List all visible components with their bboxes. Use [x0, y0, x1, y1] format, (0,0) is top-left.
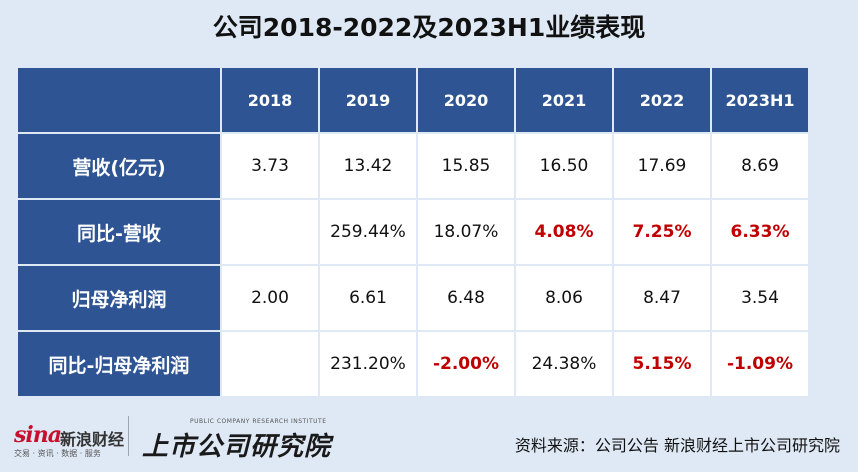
table-cell: 16.50	[514, 132, 614, 200]
table-cell: 3.54	[710, 264, 810, 332]
footer-divider	[128, 416, 129, 456]
research-institute-logo-en: PUBLIC COMPANY RESEARCH INSTITUTE	[190, 418, 327, 425]
table-cell: 24.38%	[514, 330, 614, 398]
table-cell: 13.42	[318, 132, 418, 200]
table-cell: 6.48	[416, 264, 516, 332]
table-cell: 7.25%	[612, 198, 712, 266]
header-cell-year: 2022	[612, 66, 712, 134]
sina-logo-text: 新浪财经	[60, 430, 125, 449]
table-row: 归母净利润 2.00 6.61 6.48 8.06 8.47 3.54	[16, 264, 810, 332]
table-cell: 4.08%	[514, 198, 614, 266]
table-cell: 6.61	[318, 264, 418, 332]
table-cell: 6.33%	[710, 198, 810, 266]
table-row: 营收(亿元) 3.73 13.42 15.85 16.50 17.69 8.69	[16, 132, 810, 200]
table-cell: 5.15%	[612, 330, 712, 398]
table-cell: 231.20%	[318, 330, 418, 398]
table-cell: -1.09%	[710, 330, 810, 398]
row-label: 归母净利润	[16, 264, 222, 332]
row-label: 营收(亿元)	[16, 132, 222, 200]
table-cell: 8.06	[514, 264, 614, 332]
row-label: 同比-营收	[16, 198, 222, 266]
table-cell: -2.00%	[416, 330, 516, 398]
table-cell: 8.69	[710, 132, 810, 200]
table-cell: 18.07%	[416, 198, 516, 266]
table-header-row: 2018 2019 2020 2021 2022 2023H1	[16, 66, 810, 134]
research-institute-logo: PUBLIC COMPANY RESEARCH INSTITUTE 上市公司研究…	[140, 416, 350, 462]
performance-table: 2018 2019 2020 2021 2022 2023H1 营收(亿元) 3…	[16, 66, 810, 398]
header-cell-year: 2021	[514, 66, 614, 134]
table-cell: 2.00	[220, 264, 320, 332]
table-cell	[220, 330, 320, 398]
table-cell: 259.44%	[318, 198, 418, 266]
table-cell: 3.73	[220, 132, 320, 200]
sina-logo-tagline: 交易 · 资讯 · 数据 · 服务	[14, 449, 101, 458]
header-cell-year: 2023H1	[710, 66, 810, 134]
table-cell: 15.85	[416, 132, 516, 200]
sina-finance-logo: sina 新浪财经 交易 · 资讯 · 数据 · 服务	[12, 420, 128, 460]
table-cell: 17.69	[612, 132, 712, 200]
table-row: 同比-营收 259.44% 18.07% 4.08% 7.25% 6.33%	[16, 198, 810, 266]
table-cell	[220, 198, 320, 266]
source-note: 资料来源：公司公告 新浪财经上市公司研究院	[514, 436, 840, 455]
table-cell: 8.47	[612, 264, 712, 332]
row-label: 同比-归母净利润	[16, 330, 222, 398]
page-title: 公司2018-2022及2023H1业绩表现	[212, 13, 646, 42]
sina-logo-mark: sina	[14, 422, 62, 448]
header-cell-year: 2020	[416, 66, 516, 134]
research-institute-logo-cn: 上市公司研究院	[142, 432, 332, 462]
header-cell-year: 2018	[220, 66, 320, 134]
header-cell-year: 2019	[318, 66, 418, 134]
header-cell-corner	[16, 66, 222, 134]
table-row: 同比-归母净利润 231.20% -2.00% 24.38% 5.15% -1.…	[16, 330, 810, 398]
